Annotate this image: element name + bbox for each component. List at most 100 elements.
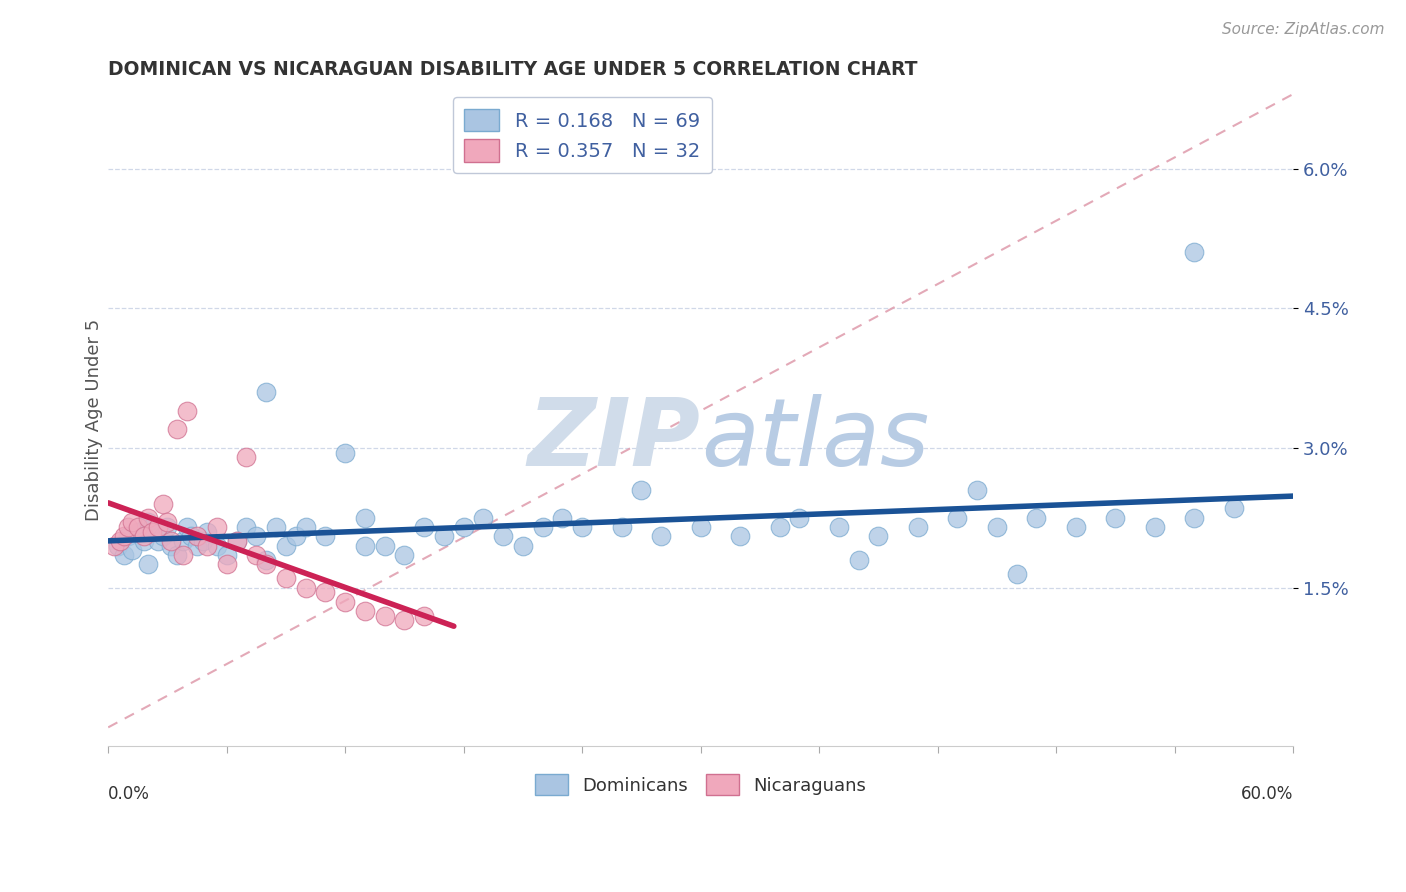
Text: 0.0%: 0.0% [108, 785, 150, 803]
Point [848, 552, 870, 566]
Point [512, 539, 534, 553]
Point [314, 529, 336, 543]
Point [413, 520, 436, 534]
Text: ZIP: ZIP [527, 393, 700, 485]
Point [156, 516, 179, 530]
Point [689, 520, 711, 534]
Point [946, 510, 969, 524]
Point [1184, 510, 1206, 524]
Point [472, 510, 495, 524]
Point [245, 529, 267, 543]
Point [176, 520, 198, 534]
Point [769, 520, 792, 534]
Point [146, 520, 169, 534]
Point [394, 548, 416, 562]
Point [531, 520, 554, 534]
Point [354, 539, 377, 553]
Y-axis label: Disability Age Under 5: Disability Age Under 5 [86, 318, 103, 521]
Point [433, 529, 456, 543]
Point [176, 403, 198, 417]
Point [335, 445, 357, 459]
Point [156, 520, 179, 534]
Point [141, 520, 163, 534]
Point [121, 543, 143, 558]
Point [610, 520, 633, 534]
Point [186, 539, 208, 553]
Point [180, 529, 202, 543]
Point [108, 534, 131, 549]
Point [136, 558, 159, 572]
Point [274, 571, 297, 585]
Point [132, 529, 155, 543]
Point [215, 558, 238, 572]
Point [374, 539, 396, 553]
Point [136, 510, 159, 524]
Point [728, 529, 751, 543]
Text: atlas: atlas [700, 394, 929, 485]
Point [121, 516, 143, 530]
Point [966, 483, 988, 497]
Point [132, 534, 155, 549]
Point [1143, 520, 1166, 534]
Point [453, 520, 475, 534]
Point [205, 539, 228, 553]
Point [394, 613, 416, 627]
Point [225, 534, 247, 549]
Point [152, 529, 174, 543]
Point [274, 539, 297, 553]
Point [294, 581, 316, 595]
Point [551, 510, 574, 524]
Point [314, 585, 336, 599]
Point [1104, 510, 1126, 524]
Point [172, 534, 194, 549]
Point [1184, 245, 1206, 260]
Point [127, 520, 149, 534]
Point [907, 520, 929, 534]
Point [117, 529, 139, 543]
Point [205, 520, 228, 534]
Point [294, 520, 316, 534]
Point [127, 524, 149, 539]
Point [141, 524, 163, 539]
Point [254, 385, 277, 400]
Point [160, 534, 183, 549]
Point [264, 520, 287, 534]
Text: DOMINICAN VS NICARAGUAN DISABILITY AGE UNDER 5 CORRELATION CHART: DOMINICAN VS NICARAGUAN DISABILITY AGE U… [108, 60, 918, 78]
Point [413, 608, 436, 623]
Point [172, 548, 194, 562]
Point [112, 548, 135, 562]
Legend: Dominicans, Nicaraguans: Dominicans, Nicaraguans [529, 767, 873, 802]
Point [374, 608, 396, 623]
Point [335, 594, 357, 608]
Point [492, 529, 515, 543]
Point [868, 529, 890, 543]
Point [195, 539, 218, 553]
Point [146, 534, 169, 549]
Point [195, 524, 218, 539]
Point [828, 520, 851, 534]
Point [225, 534, 247, 549]
Point [254, 558, 277, 572]
Point [650, 529, 672, 543]
Point [1005, 566, 1028, 581]
Point [103, 539, 125, 553]
Point [166, 422, 188, 436]
Point [235, 520, 257, 534]
Point [235, 450, 257, 465]
Text: Source: ZipAtlas.com: Source: ZipAtlas.com [1222, 22, 1385, 37]
Point [254, 552, 277, 566]
Point [117, 520, 139, 534]
Point [112, 529, 135, 543]
Point [136, 516, 159, 530]
Point [986, 520, 1008, 534]
Point [1025, 510, 1047, 524]
Point [160, 539, 183, 553]
Point [166, 548, 188, 562]
Point [354, 510, 377, 524]
Point [284, 529, 307, 543]
Point [571, 520, 593, 534]
Text: 60.0%: 60.0% [1241, 785, 1294, 803]
Point [107, 539, 129, 553]
Point [1223, 501, 1246, 516]
Point [191, 534, 214, 549]
